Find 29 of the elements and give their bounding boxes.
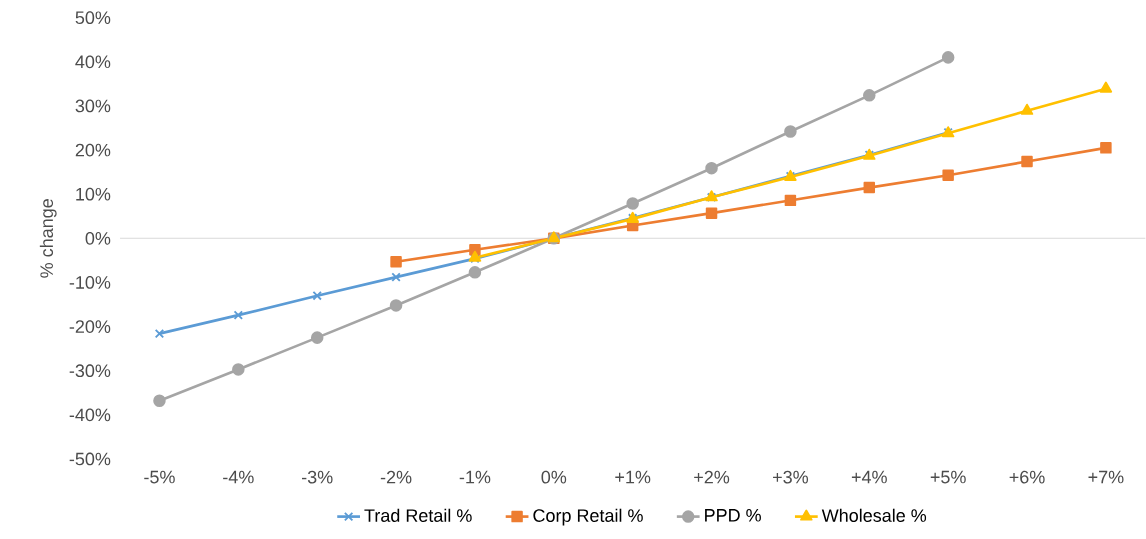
legend-label: PPD % (705, 509, 761, 522)
x-tick-label: +6% (1009, 470, 1045, 484)
x-tick-label: +2% (694, 470, 730, 484)
legend-label: Trad Retail % (364, 508, 472, 522)
x-tick-label: +5% (930, 470, 966, 484)
y-tick-label: 10% (76, 187, 111, 201)
x-tick-label: -1% (459, 470, 491, 484)
x-tick-label: +1% (615, 470, 651, 484)
y-tick-label: 0% (85, 231, 111, 245)
y-tick-label: 50% (75, 11, 111, 25)
x-tick-label: -2% (380, 470, 412, 484)
x-tick-label: -4% (223, 470, 254, 484)
x-tick-label: +4% (851, 470, 887, 484)
x-tick-label: -5% (144, 470, 175, 484)
y-tick-label: -10% (69, 276, 111, 289)
y-tick-label: 20% (75, 143, 111, 157)
y-tick-label: -30% (69, 364, 111, 378)
y-tick-label: -50% (69, 452, 111, 466)
x-tick-label: +7% (1088, 470, 1124, 484)
y-tick-label: 40% (75, 55, 111, 69)
x-tick-label: +3% (773, 470, 809, 484)
y-axis-title: % change (39, 199, 57, 278)
legend-label: Wholesale % (821, 508, 927, 522)
legend-label: Corp Retail % (533, 508, 643, 526)
x-tick-label: 0% (541, 470, 567, 484)
y-tick-label: -20% (69, 320, 111, 333)
y-tick-label: -40% (69, 408, 111, 422)
x-tick-label: -3% (301, 470, 333, 484)
y-tick-label: 30% (75, 99, 111, 113)
